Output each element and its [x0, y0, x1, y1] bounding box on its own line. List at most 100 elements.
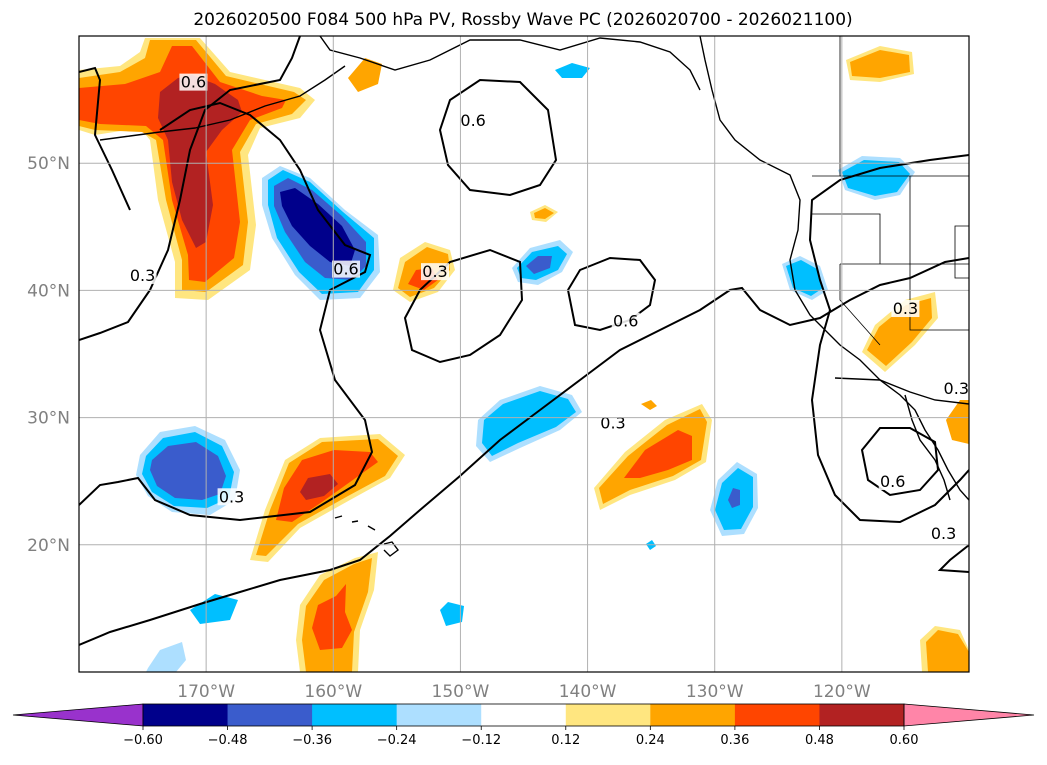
contour-label-background — [421, 263, 449, 281]
pv-negative-region — [786, 260, 823, 296]
pv-positive-region — [534, 208, 554, 219]
map-plot-area: 0.6 0.6 0.6 0.3 0.6 0.3 0.3 0.3 0.3 0.6 0.3 0.3 — [79, 36, 969, 672]
pv-contour-line — [79, 66, 131, 211]
pv-negative-region — [150, 442, 226, 500]
longitude-tick-label: 140°W — [559, 682, 617, 702]
longitude-tick-label: 170°W — [177, 682, 235, 702]
map-frame — [78, 35, 970, 673]
contour-label-background — [878, 473, 907, 491]
contour-label-background — [929, 525, 958, 543]
longitude-tick-labels: 170°W 160°W 150°W 140°W 130°W 120°W — [177, 682, 871, 702]
hawaii-islands — [334, 515, 399, 557]
contour-label: 0.6 — [460, 111, 485, 130]
colorbar-tick-label: 0.12 — [551, 733, 580, 748]
longitude-tick-label: 130°W — [686, 682, 744, 702]
contour-label-background — [128, 266, 157, 284]
pv-negative-region — [146, 642, 186, 672]
colorbar-bin — [143, 704, 229, 726]
contour-label: 0.3 — [130, 266, 155, 285]
contour-label: 0.3 — [422, 262, 447, 281]
colorbar-bin — [650, 704, 736, 726]
chart-title: 2026020500 F084 500 hPa PV, Rossby Wave … — [193, 10, 852, 30]
mexico-border — [834, 377, 969, 405]
pv-contour-line — [79, 36, 301, 341]
pv-negative-region — [280, 188, 355, 266]
colorbar-bin — [481, 704, 567, 726]
contour-label-background — [459, 111, 488, 129]
pv-contour-line — [79, 101, 374, 522]
pv-negative-region — [728, 488, 740, 508]
contour-label: 0.6 — [333, 260, 358, 279]
contour-label: 0.6 — [181, 73, 206, 92]
contour-label: 0.3 — [893, 299, 918, 318]
pv-negative-region — [482, 391, 576, 456]
pv-negative-region — [555, 63, 590, 78]
contour-label: 0.3 — [944, 379, 969, 398]
latitude-tick-labels: 20°N 30°N 40°N 50°N — [27, 154, 70, 556]
latitude-tick-label: 20°N — [27, 536, 70, 556]
colorbar-tick-label: −0.12 — [461, 733, 501, 748]
colorbar-tick-label: 0.48 — [805, 733, 834, 748]
pv-contour-line — [937, 544, 969, 573]
contour-label-background — [942, 380, 969, 398]
pv-contour-line — [79, 257, 969, 646]
latitude-tick-label: 50°N — [27, 154, 70, 174]
latitude-tick-label: 40°N — [27, 281, 70, 301]
pv-contour-labels: 0.6 0.6 0.6 0.3 0.6 0.3 0.3 0.3 0.3 0.6 0.3 0.3 — [128, 73, 969, 543]
pv-positive-region — [624, 430, 692, 478]
pv-positive-region — [926, 630, 969, 672]
colorbar-extend-min — [12, 703, 144, 727]
colorbar-tick-label: −0.36 — [292, 733, 332, 748]
coastlines — [99, 36, 969, 557]
colorbar-tick-label: 0.36 — [720, 733, 749, 748]
longitude-tick-label: 120°W — [813, 682, 871, 702]
pv-negative-region — [526, 256, 552, 274]
colorbar-frame — [142, 703, 905, 727]
colorbar-tick-label: −0.48 — [208, 733, 248, 748]
pv-contour-line — [438, 78, 558, 197]
pv-positive-region — [300, 474, 338, 500]
colorbar-tick-label: 0.24 — [636, 733, 665, 748]
baja-coastline — [904, 394, 951, 501]
colorbar-bin — [312, 704, 398, 726]
pv-negative-region — [842, 160, 910, 196]
contour-label-background — [891, 300, 920, 318]
colorbar: −0.60 −0.48 −0.36 −0.24 −0.12 0.12 0.24 0.36 0.4… — [12, 703, 1035, 748]
colorbar-bin — [227, 704, 313, 726]
pv-anomaly-shading — [79, 38, 969, 672]
aleutian-islands — [99, 65, 346, 141]
pv-contours — [79, 36, 969, 646]
pv-negative-region — [190, 594, 238, 624]
colorbar-tick-label: −0.60 — [123, 733, 163, 748]
contour-label: 0.3 — [931, 524, 956, 543]
colorbar-tick-label: 0.60 — [890, 733, 919, 748]
pv-positive-region — [946, 400, 969, 444]
colorbar-bin — [819, 704, 905, 726]
contour-label-background — [332, 260, 360, 278]
alaska-coastline — [319, 36, 701, 91]
pv-contour-line — [860, 427, 940, 497]
pv-positive-region — [312, 584, 352, 650]
contour-label: 0.3 — [600, 414, 625, 433]
pv-positive-region — [850, 50, 910, 78]
colorbar-bin — [396, 704, 482, 726]
colorbar-extend-max — [903, 703, 1035, 727]
contour-label: 0.6 — [880, 472, 905, 491]
contour-label-background — [599, 414, 627, 432]
pv-positive-region — [641, 400, 657, 410]
map-gridlines — [79, 36, 969, 672]
colorbar-bin — [734, 704, 820, 726]
contour-label: 0.3 — [219, 487, 244, 506]
contour-label-background — [217, 488, 246, 506]
colorbar-bin — [565, 704, 651, 726]
contour-label-background — [611, 312, 640, 330]
colorbar-tick-label: −0.24 — [377, 733, 417, 748]
pv-contour-line — [808, 154, 969, 524]
pv-positive-region — [348, 58, 382, 92]
pv-negative-region — [440, 602, 464, 626]
longitude-tick-label: 150°W — [432, 682, 490, 702]
contour-label-background — [179, 73, 208, 91]
contour-label: 0.6 — [613, 312, 638, 331]
north-america-coastline — [699, 36, 969, 501]
